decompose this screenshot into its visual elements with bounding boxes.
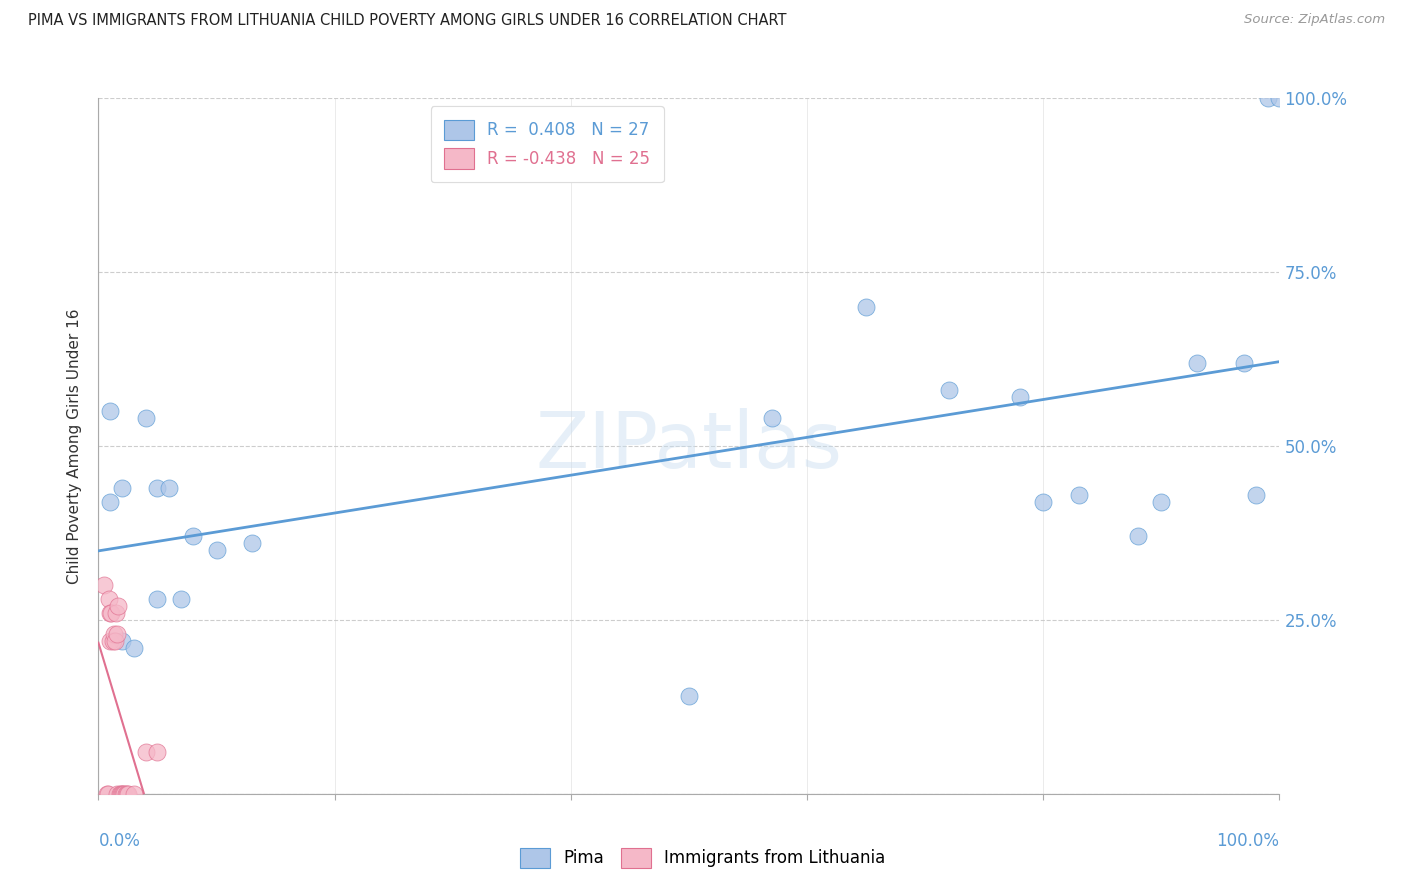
Point — [1233, 355, 1256, 369]
Point — [98, 494, 121, 508]
Point — [112, 787, 135, 801]
Point — [205, 543, 228, 558]
Point — [96, 787, 118, 801]
Point — [117, 787, 139, 801]
Y-axis label: Child Poverty Among Girls Under 16: Child Poverty Among Girls Under 16 — [67, 309, 83, 583]
Point — [146, 745, 169, 759]
Point — [761, 411, 783, 425]
Point — [97, 787, 120, 801]
Legend: R =  0.408   N = 27, R = -0.438   N = 25: R = 0.408 N = 27, R = -0.438 N = 25 — [430, 106, 664, 182]
Point — [146, 592, 169, 607]
Point — [122, 640, 145, 655]
Point — [111, 633, 134, 648]
Point — [1032, 494, 1054, 508]
Point — [111, 481, 134, 495]
Point — [104, 633, 127, 648]
Point — [240, 536, 263, 550]
Point — [98, 404, 121, 418]
Point — [170, 592, 193, 607]
Point — [181, 529, 204, 543]
Point — [103, 627, 125, 641]
Point — [122, 787, 145, 801]
Text: ZIPatlas: ZIPatlas — [536, 408, 842, 484]
Point — [1268, 91, 1291, 105]
Text: Source: ZipAtlas.com: Source: ZipAtlas.com — [1244, 13, 1385, 27]
Point — [157, 481, 180, 495]
Point — [101, 633, 124, 648]
Text: 0.0%: 0.0% — [98, 832, 141, 850]
Point — [111, 787, 134, 801]
Point — [115, 787, 138, 801]
Point — [114, 787, 136, 801]
Point — [110, 787, 132, 801]
Point — [1008, 390, 1031, 404]
Point — [105, 606, 128, 620]
Point — [98, 592, 121, 607]
Point — [146, 481, 169, 495]
Point — [135, 745, 157, 759]
Point — [98, 606, 121, 620]
Point — [107, 599, 129, 613]
Point — [100, 606, 122, 620]
Point — [93, 578, 115, 592]
Point — [108, 787, 131, 801]
Point — [1244, 488, 1267, 502]
Point — [938, 384, 960, 398]
Point — [1185, 355, 1208, 369]
Point — [1067, 488, 1090, 502]
Point — [98, 633, 121, 648]
Point — [1150, 494, 1173, 508]
Point — [105, 627, 128, 641]
Point — [105, 787, 128, 801]
Point — [855, 300, 877, 314]
Point — [135, 411, 157, 425]
Text: 100.0%: 100.0% — [1216, 832, 1279, 850]
Text: PIMA VS IMMIGRANTS FROM LITHUANIA CHILD POVERTY AMONG GIRLS UNDER 16 CORRELATION: PIMA VS IMMIGRANTS FROM LITHUANIA CHILD … — [28, 13, 786, 29]
Point — [112, 787, 135, 801]
Legend: Pima, Immigrants from Lithuania: Pima, Immigrants from Lithuania — [513, 841, 893, 875]
Point — [1126, 529, 1149, 543]
Point — [1257, 91, 1279, 105]
Point — [678, 690, 700, 704]
